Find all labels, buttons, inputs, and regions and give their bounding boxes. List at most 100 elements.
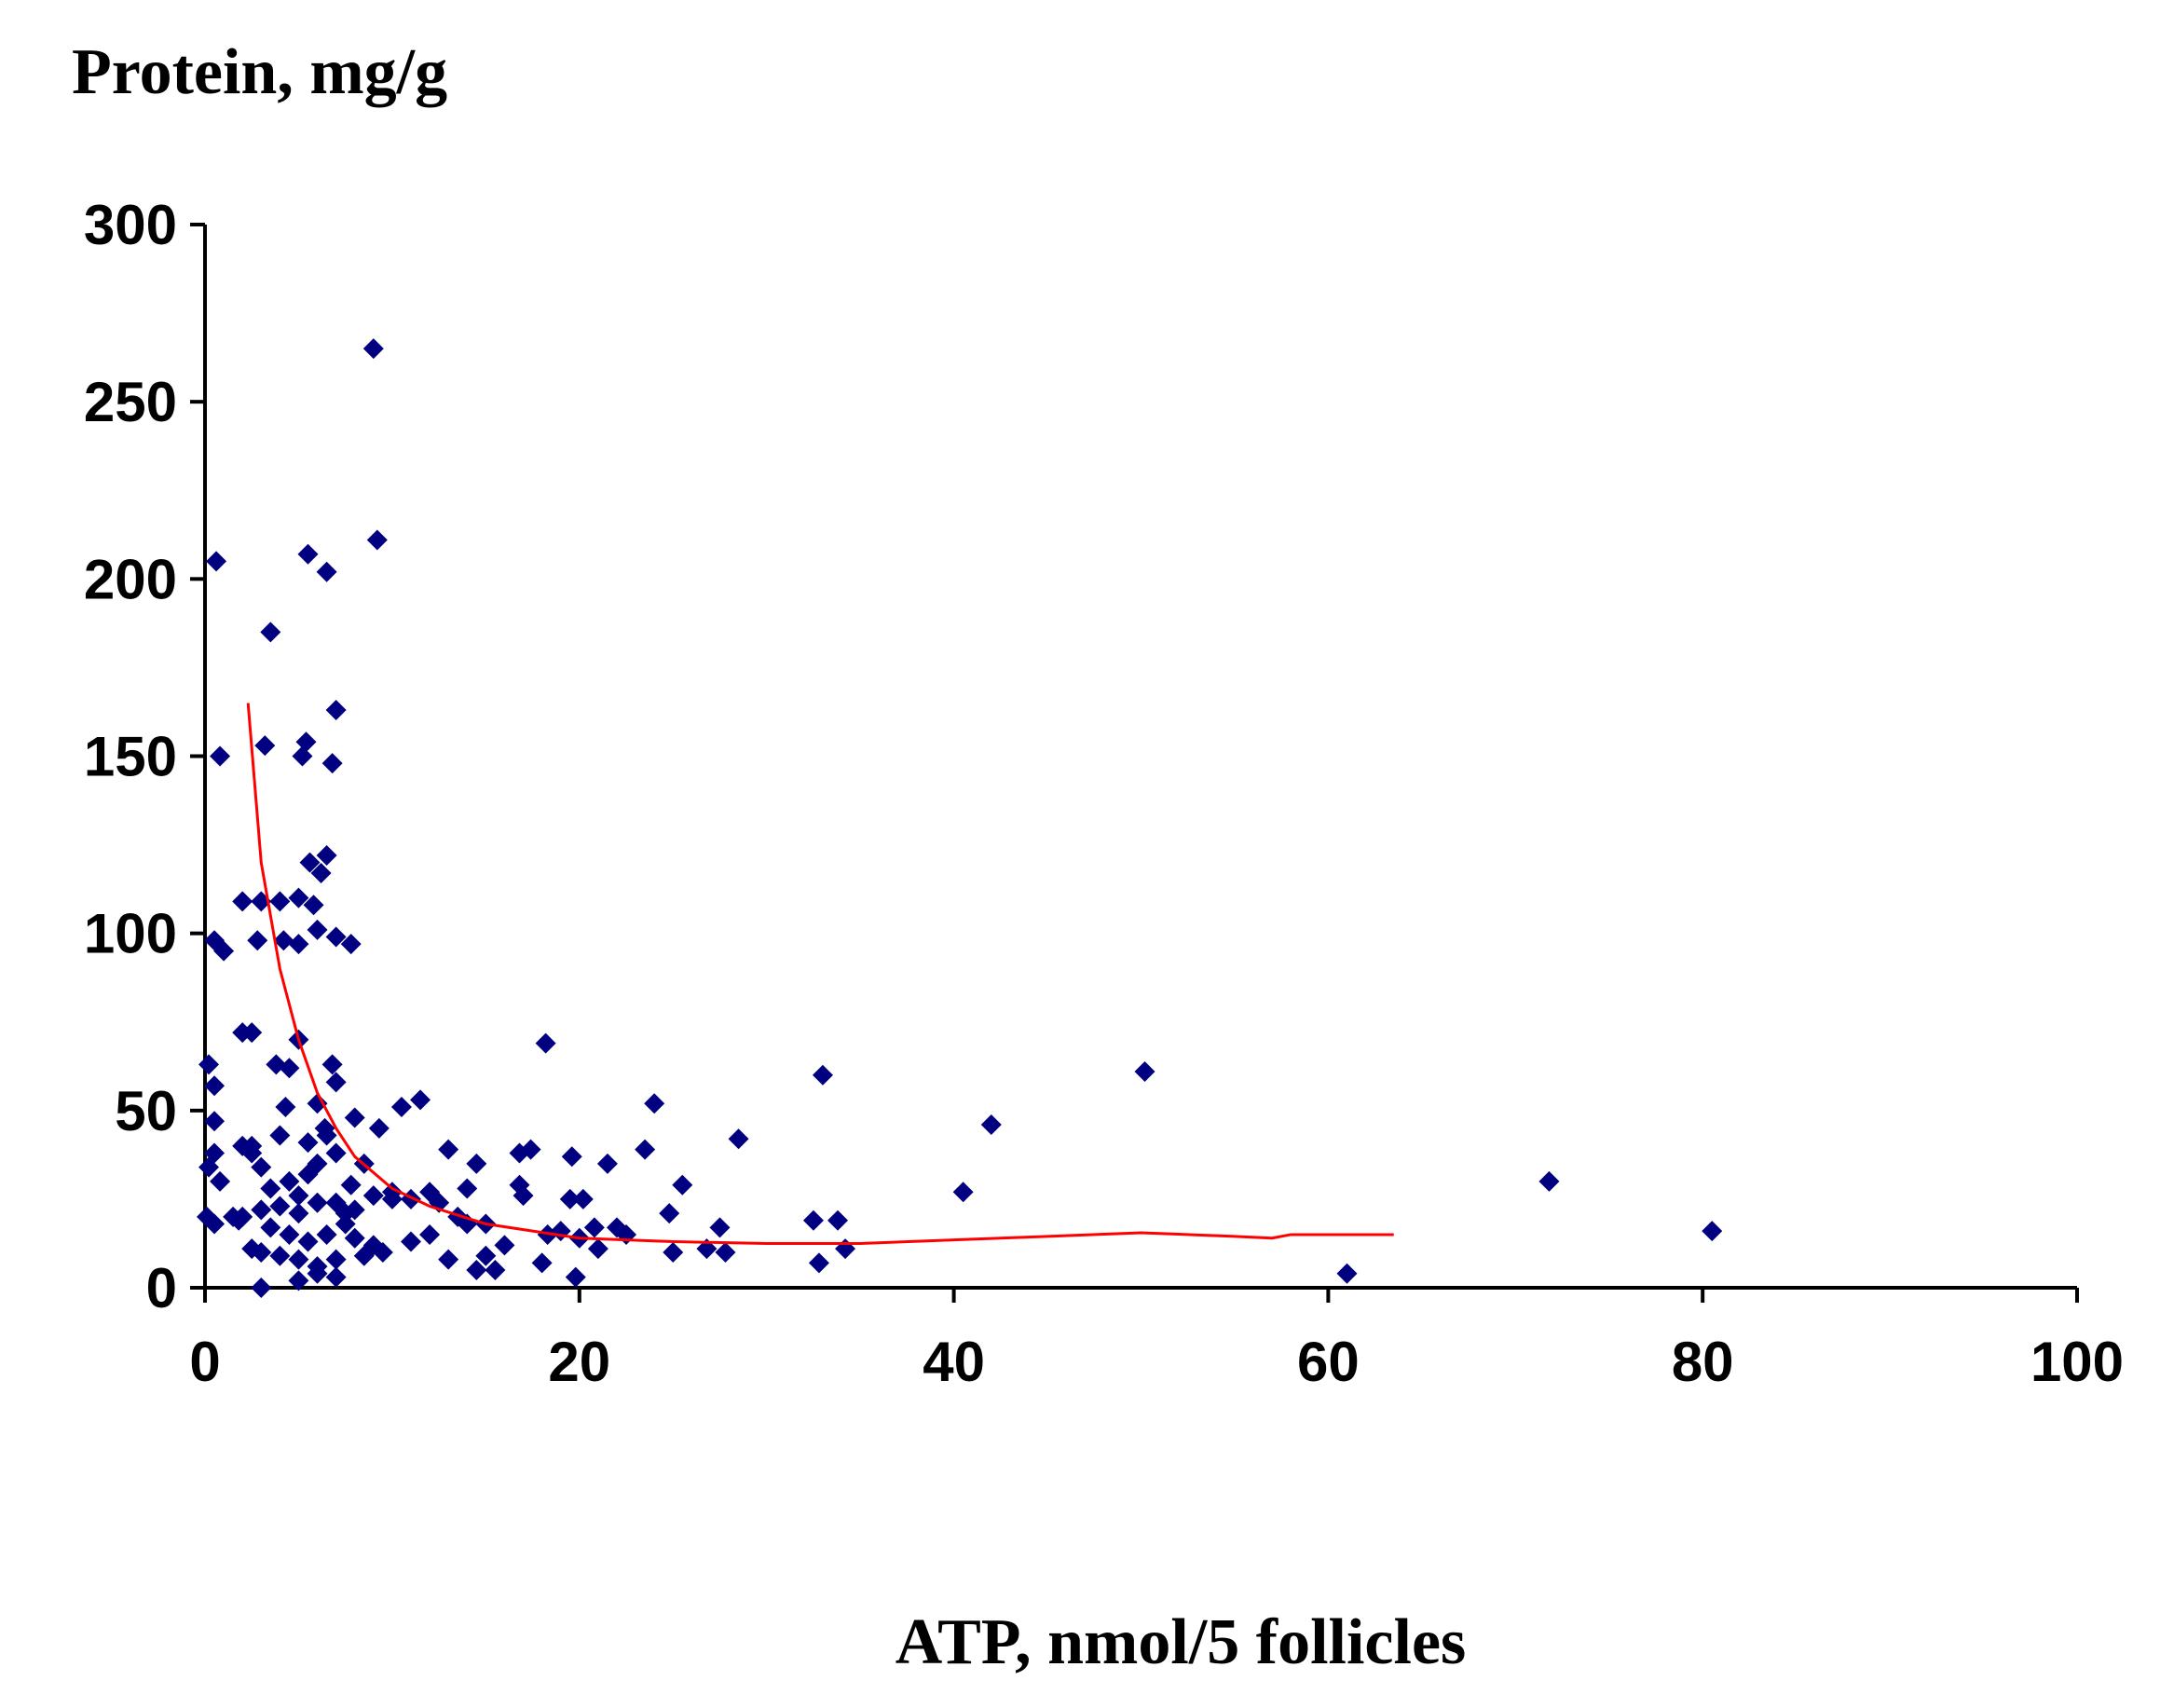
point	[251, 1278, 272, 1298]
point	[728, 1128, 749, 1150]
point	[835, 1238, 856, 1260]
point	[204, 1213, 226, 1235]
point	[466, 1259, 487, 1280]
x-axis-title: ATP, nmol/5 follicles	[895, 1606, 1467, 1678]
point	[808, 1252, 829, 1274]
point	[366, 529, 388, 551]
y-tick-label: 300	[84, 194, 177, 256]
point	[1336, 1263, 1358, 1284]
point	[251, 1156, 272, 1178]
point	[335, 1213, 356, 1235]
point	[321, 1054, 343, 1075]
y-tick-label: 0	[146, 1257, 177, 1319]
y-tick-label: 50	[115, 1080, 177, 1142]
point	[419, 1223, 441, 1245]
point	[288, 1203, 309, 1224]
point	[353, 1245, 375, 1266]
point	[251, 1199, 272, 1221]
point	[325, 1266, 347, 1288]
point	[204, 1111, 226, 1132]
y-axis-title: Protein, mg/g	[72, 36, 447, 108]
point	[241, 1238, 263, 1260]
point	[513, 1185, 534, 1207]
point	[325, 1142, 347, 1164]
point	[279, 1058, 300, 1079]
point	[802, 1209, 824, 1231]
point	[206, 551, 227, 572]
point	[438, 1139, 459, 1160]
point	[457, 1178, 478, 1199]
point	[228, 1209, 250, 1231]
point	[475, 1245, 497, 1266]
point	[204, 1075, 226, 1097]
y-tick-label: 250	[84, 371, 177, 433]
point	[644, 1093, 665, 1114]
point	[325, 1192, 347, 1213]
point	[1538, 1170, 1560, 1192]
point	[316, 1223, 337, 1245]
y-tick-label: 200	[84, 548, 177, 610]
point	[565, 1266, 586, 1288]
point	[198, 1156, 220, 1178]
point	[307, 919, 328, 940]
point	[561, 1146, 582, 1168]
point	[288, 1270, 309, 1291]
point	[400, 1188, 421, 1209]
point	[572, 1188, 594, 1209]
point	[438, 1249, 459, 1270]
point	[325, 1072, 347, 1093]
point	[288, 887, 309, 909]
point	[587, 1238, 608, 1260]
x-tick-label: 100	[2030, 1331, 2124, 1393]
point	[210, 1170, 231, 1192]
point	[362, 1185, 384, 1207]
point	[596, 1153, 618, 1174]
point	[288, 934, 309, 955]
point	[254, 735, 276, 757]
point	[340, 1174, 362, 1196]
point	[344, 1227, 365, 1249]
point	[400, 1231, 421, 1252]
point	[372, 1241, 393, 1263]
point	[247, 930, 268, 951]
point	[198, 1054, 220, 1075]
point	[659, 1203, 680, 1224]
point	[531, 1252, 553, 1274]
point	[269, 1245, 291, 1266]
point	[325, 926, 347, 948]
point	[297, 543, 319, 565]
point	[210, 745, 231, 767]
point	[288, 1185, 309, 1207]
point	[273, 930, 294, 951]
point	[520, 1139, 541, 1160]
point	[321, 753, 343, 774]
point	[362, 338, 384, 360]
point	[583, 1217, 605, 1238]
point	[310, 863, 332, 884]
point	[288, 1249, 309, 1270]
point	[292, 745, 313, 767]
point	[307, 1153, 328, 1174]
point	[260, 622, 281, 643]
point	[390, 1097, 412, 1118]
point	[316, 844, 337, 866]
trend-line	[246, 703, 1394, 1245]
point	[260, 1178, 281, 1199]
point	[325, 700, 347, 721]
point	[485, 1259, 506, 1280]
point	[410, 1089, 431, 1111]
y-tick-label: 100	[84, 903, 177, 965]
point	[1702, 1221, 1723, 1242]
x-tick-label: 40	[923, 1331, 985, 1393]
point	[952, 1182, 974, 1203]
point	[709, 1217, 731, 1238]
point	[269, 1125, 291, 1146]
point	[303, 895, 324, 916]
point	[812, 1064, 833, 1086]
point	[344, 1107, 365, 1128]
x-tick-label: 20	[548, 1331, 610, 1393]
x-tick-label: 60	[1297, 1331, 1360, 1393]
point	[297, 1231, 319, 1252]
point	[307, 1093, 328, 1114]
